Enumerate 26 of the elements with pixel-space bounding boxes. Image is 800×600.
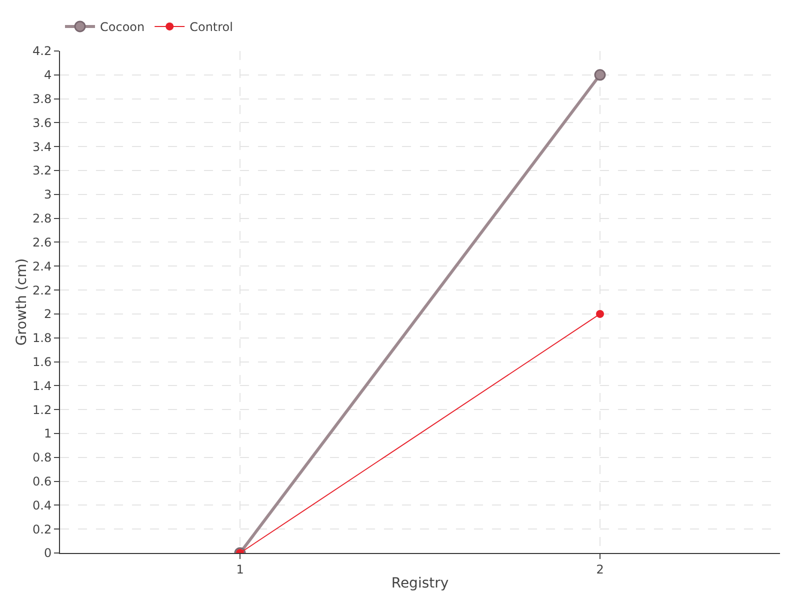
y-tick-label: 2.4 <box>32 259 52 274</box>
y-tick-label: 4 <box>44 68 52 82</box>
legend-label: Control <box>190 20 233 34</box>
y-axis-title: Growth (cm) <box>14 258 30 346</box>
y-tick-label: 2.8 <box>32 212 52 226</box>
y-tick-label: 1.4 <box>32 378 52 393</box>
legend-label: Cocoon <box>100 20 145 34</box>
y-tick-label: 1.6 <box>32 354 52 369</box>
y-tick-label: 0.2 <box>32 522 52 536</box>
y-tick-label: 1.8 <box>32 331 52 346</box>
y-tick-label: 3.6 <box>32 116 52 130</box>
y-tick-label: 0.4 <box>32 498 52 512</box>
y-tick-label: 0.8 <box>32 450 52 465</box>
y-tick-label: 4.2 <box>32 44 52 58</box>
y-tick-label: 3.8 <box>32 92 52 106</box>
y-tick-label: 2 <box>44 307 52 322</box>
y-tick-label: 1 <box>44 426 52 441</box>
y-tick-label: 3.2 <box>32 164 52 178</box>
y-tick-label: 1.2 <box>32 402 52 417</box>
y-tick-label: 3.4 <box>32 140 52 154</box>
y-tick-label: 0.6 <box>32 474 52 488</box>
x-axis-title: Registry <box>391 576 449 592</box>
y-tick-label: 0 <box>44 546 52 560</box>
y-tick-label: 2.6 <box>32 235 52 250</box>
y-tick-label: 2.2 <box>32 283 52 298</box>
y-tick-label: 3 <box>44 188 52 202</box>
